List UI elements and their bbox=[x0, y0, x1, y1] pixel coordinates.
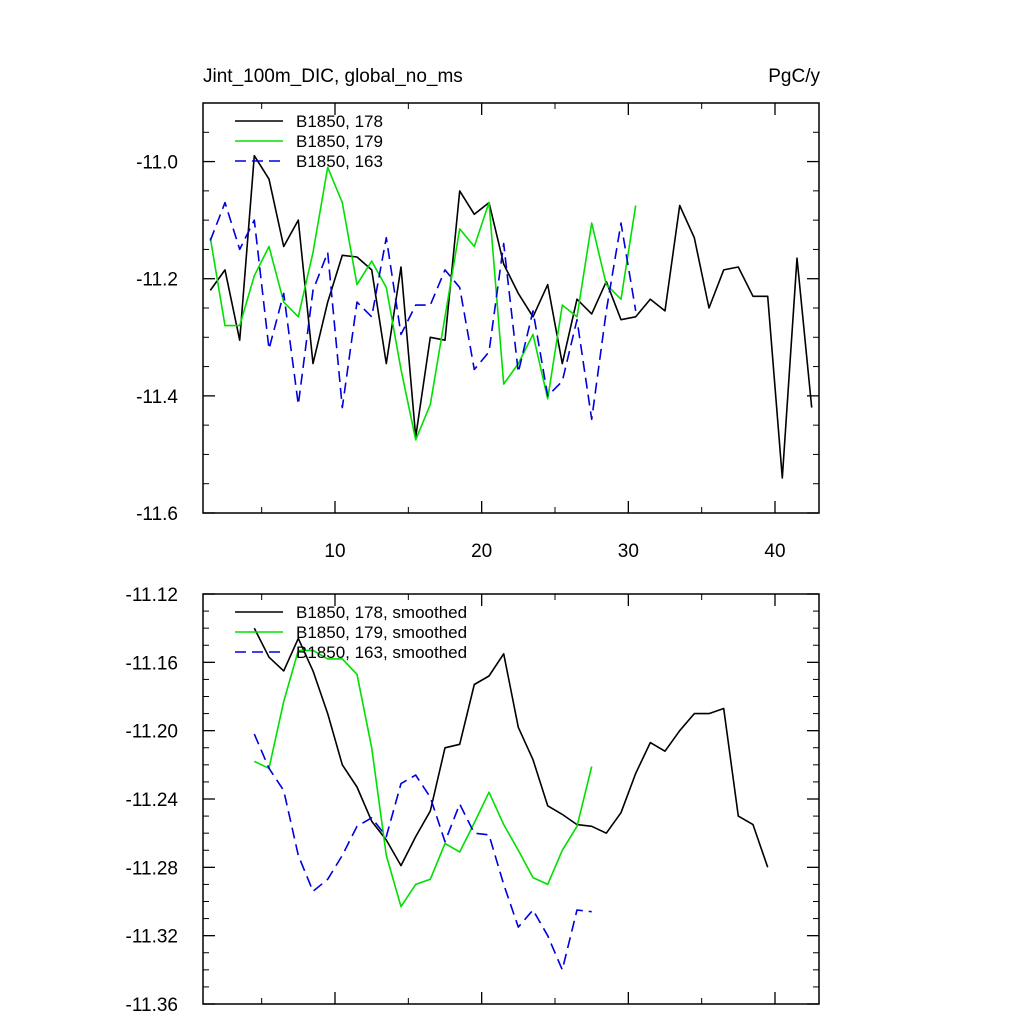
y-tick-label: -11.24 bbox=[126, 790, 179, 811]
y-tick-label: -11.0 bbox=[136, 153, 178, 174]
series-line-3 bbox=[209, 201, 637, 421]
legend-label: B1850, 163 bbox=[296, 152, 383, 171]
y-tick-label: -11.20 bbox=[126, 722, 178, 743]
x-tick-label: 10 bbox=[324, 541, 345, 562]
series-line-2 bbox=[209, 166, 637, 441]
legend-label: B1850, 178 bbox=[296, 112, 383, 131]
y-tick-label: -11.28 bbox=[126, 858, 178, 879]
y-tick-label: -11.12 bbox=[126, 585, 178, 606]
y-tick-label: -11.36 bbox=[126, 995, 178, 1016]
y-tick-label: -11.32 bbox=[126, 927, 178, 948]
x-tick-label: 20 bbox=[471, 541, 492, 562]
series-line-3 bbox=[253, 733, 592, 971]
legend-label: B1850, 179, smoothed bbox=[296, 623, 467, 642]
series-line-1 bbox=[209, 154, 813, 479]
y-tick-label: -11.4 bbox=[136, 387, 178, 408]
y-tick-label: -11.6 bbox=[136, 504, 178, 525]
x-tick-label: 30 bbox=[618, 541, 639, 562]
legend-label: B1850, 163, smoothed bbox=[296, 643, 467, 662]
top-panel: Jint_100m_DIC, global_no_ms PgC/y -11.6 -… bbox=[136, 66, 820, 562]
y-tick-label: -11.2 bbox=[136, 270, 178, 291]
y-tick-label: -11.16 bbox=[126, 653, 178, 674]
x-tick-label: 40 bbox=[764, 541, 785, 562]
series-line-2 bbox=[253, 649, 593, 908]
legend-label: B1850, 179 bbox=[296, 132, 383, 151]
units-label: PgC/y bbox=[768, 66, 820, 87]
series-line-1 bbox=[253, 627, 769, 868]
chart-title: Jint_100m_DIC, global_no_ms bbox=[203, 66, 463, 87]
bottom-panel: -11.36 -11.32 -11.28 -11.24 -11.20 -11.16 -11.… bbox=[126, 585, 820, 1016]
legend-label: B1850, 178, smoothed bbox=[296, 603, 467, 622]
